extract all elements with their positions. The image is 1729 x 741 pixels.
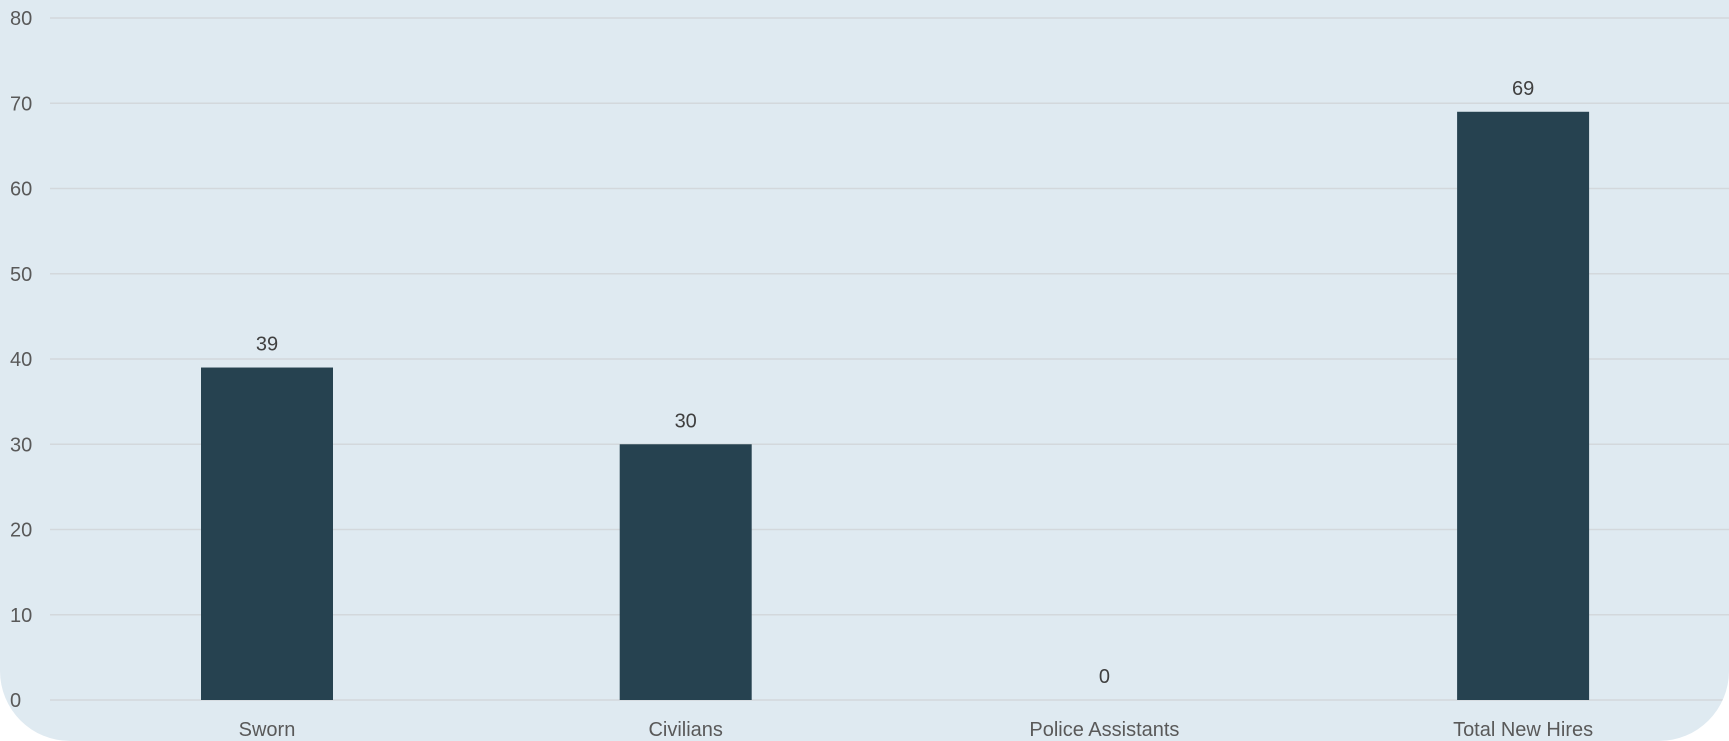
x-label-total-new-hires: Total New Hires (1453, 719, 1593, 741)
y-tick-label-50: 50 (10, 264, 32, 286)
bar-civilians (619, 444, 752, 700)
data-labels: 39 30 0 69 (256, 78, 1534, 688)
bars (201, 111, 1590, 700)
data-label-police-assistants: 0 (1099, 666, 1110, 688)
y-tick-label-80: 80 (10, 8, 32, 30)
y-tick-label-0: 0 (10, 690, 21, 712)
data-label-total-new-hires: 69 (1512, 78, 1534, 100)
data-label-sworn: 39 (256, 334, 278, 356)
y-tick-label-20: 20 (10, 520, 32, 542)
y-axis-ticks: 0 10 20 30 40 50 60 70 80 (10, 8, 32, 712)
y-tick-label-30: 30 (10, 434, 32, 456)
y-tick-label-40: 40 (10, 349, 32, 371)
bar-total-new-hires (1457, 111, 1590, 700)
x-label-sworn: Sworn (239, 719, 296, 741)
x-label-civilians: Civilians (648, 719, 722, 741)
y-tick-label-70: 70 (10, 93, 32, 115)
x-axis-labels: Sworn Civilians Police Assistants Total New… (239, 719, 1593, 741)
data-label-civilians: 30 (675, 410, 697, 432)
y-tick-label-60: 60 (10, 179, 32, 201)
x-label-police-assistants: Police Assistants (1029, 719, 1179, 741)
y-tick-label-10: 10 (10, 605, 32, 627)
bar-sworn (201, 367, 333, 700)
